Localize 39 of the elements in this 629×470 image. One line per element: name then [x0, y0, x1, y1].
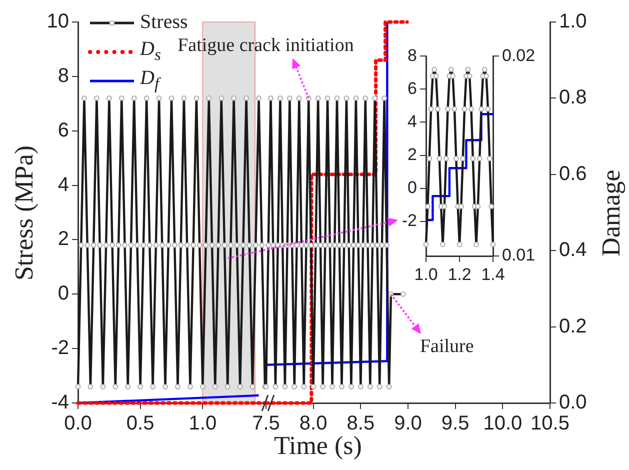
x-tick-label: 10.0 [483, 412, 522, 435]
y-tick-label: 4 [408, 112, 417, 131]
y-tick-label: 2 [58, 228, 69, 250]
y-tick-label: 4 [58, 174, 69, 196]
y-tick-label: -2 [51, 337, 69, 360]
x-tick-label: 10.5 [530, 412, 570, 435]
y-tick-label: 2 [408, 144, 417, 164]
x-tick-label: 1.4 [481, 264, 505, 284]
x-tick-label: 0.5 [126, 412, 154, 435]
legend-label: Stress [140, 11, 188, 34]
y-tick-label: 0 [58, 282, 69, 305]
x-tick-label: 0.0 [64, 412, 92, 435]
y-tick-label: 0 [408, 178, 417, 197]
y2-tick-label: 0.02 [502, 46, 536, 65]
y2-tick-label: 0.01 [502, 246, 536, 265]
y-tick-label: 6 [408, 78, 417, 98]
y-tick-label: 8 [408, 46, 417, 65]
y-tick-label: -4 [51, 392, 69, 414]
y-tick-label: -2 [402, 211, 417, 230]
x-tick-label: 1.2 [448, 264, 472, 284]
annotation: Failure [420, 336, 474, 358]
x-tick-label: 1.0 [188, 412, 217, 435]
annotation: Fatigue crack initiation [178, 35, 354, 58]
y-axis-title: Stress (MPa) [9, 144, 40, 280]
legend-label: D$_{s}$ [140, 38, 161, 64]
x-tick-label: 9.0 [394, 412, 422, 435]
y-tick-label: 10 [46, 10, 69, 33]
y2-tick-label: 0.2 [559, 315, 587, 338]
y-tick-label: 6 [58, 119, 69, 142]
y2-tick-label: 0.4 [559, 239, 587, 262]
y2-tick-label: 1.0 [559, 10, 587, 33]
y-tick-label: 8 [58, 64, 69, 87]
legend-label: D$_{f}$ [140, 67, 160, 93]
y2-tick-label: 0.0 [559, 392, 587, 414]
x-tick-label: 1.0 [414, 264, 438, 284]
x-tick-label: 9.5 [441, 412, 470, 435]
y2-tick-label: 0.6 [559, 162, 587, 185]
y2-tick-label: 0.8 [559, 86, 587, 109]
y2-axis-title: Damage [596, 169, 626, 256]
